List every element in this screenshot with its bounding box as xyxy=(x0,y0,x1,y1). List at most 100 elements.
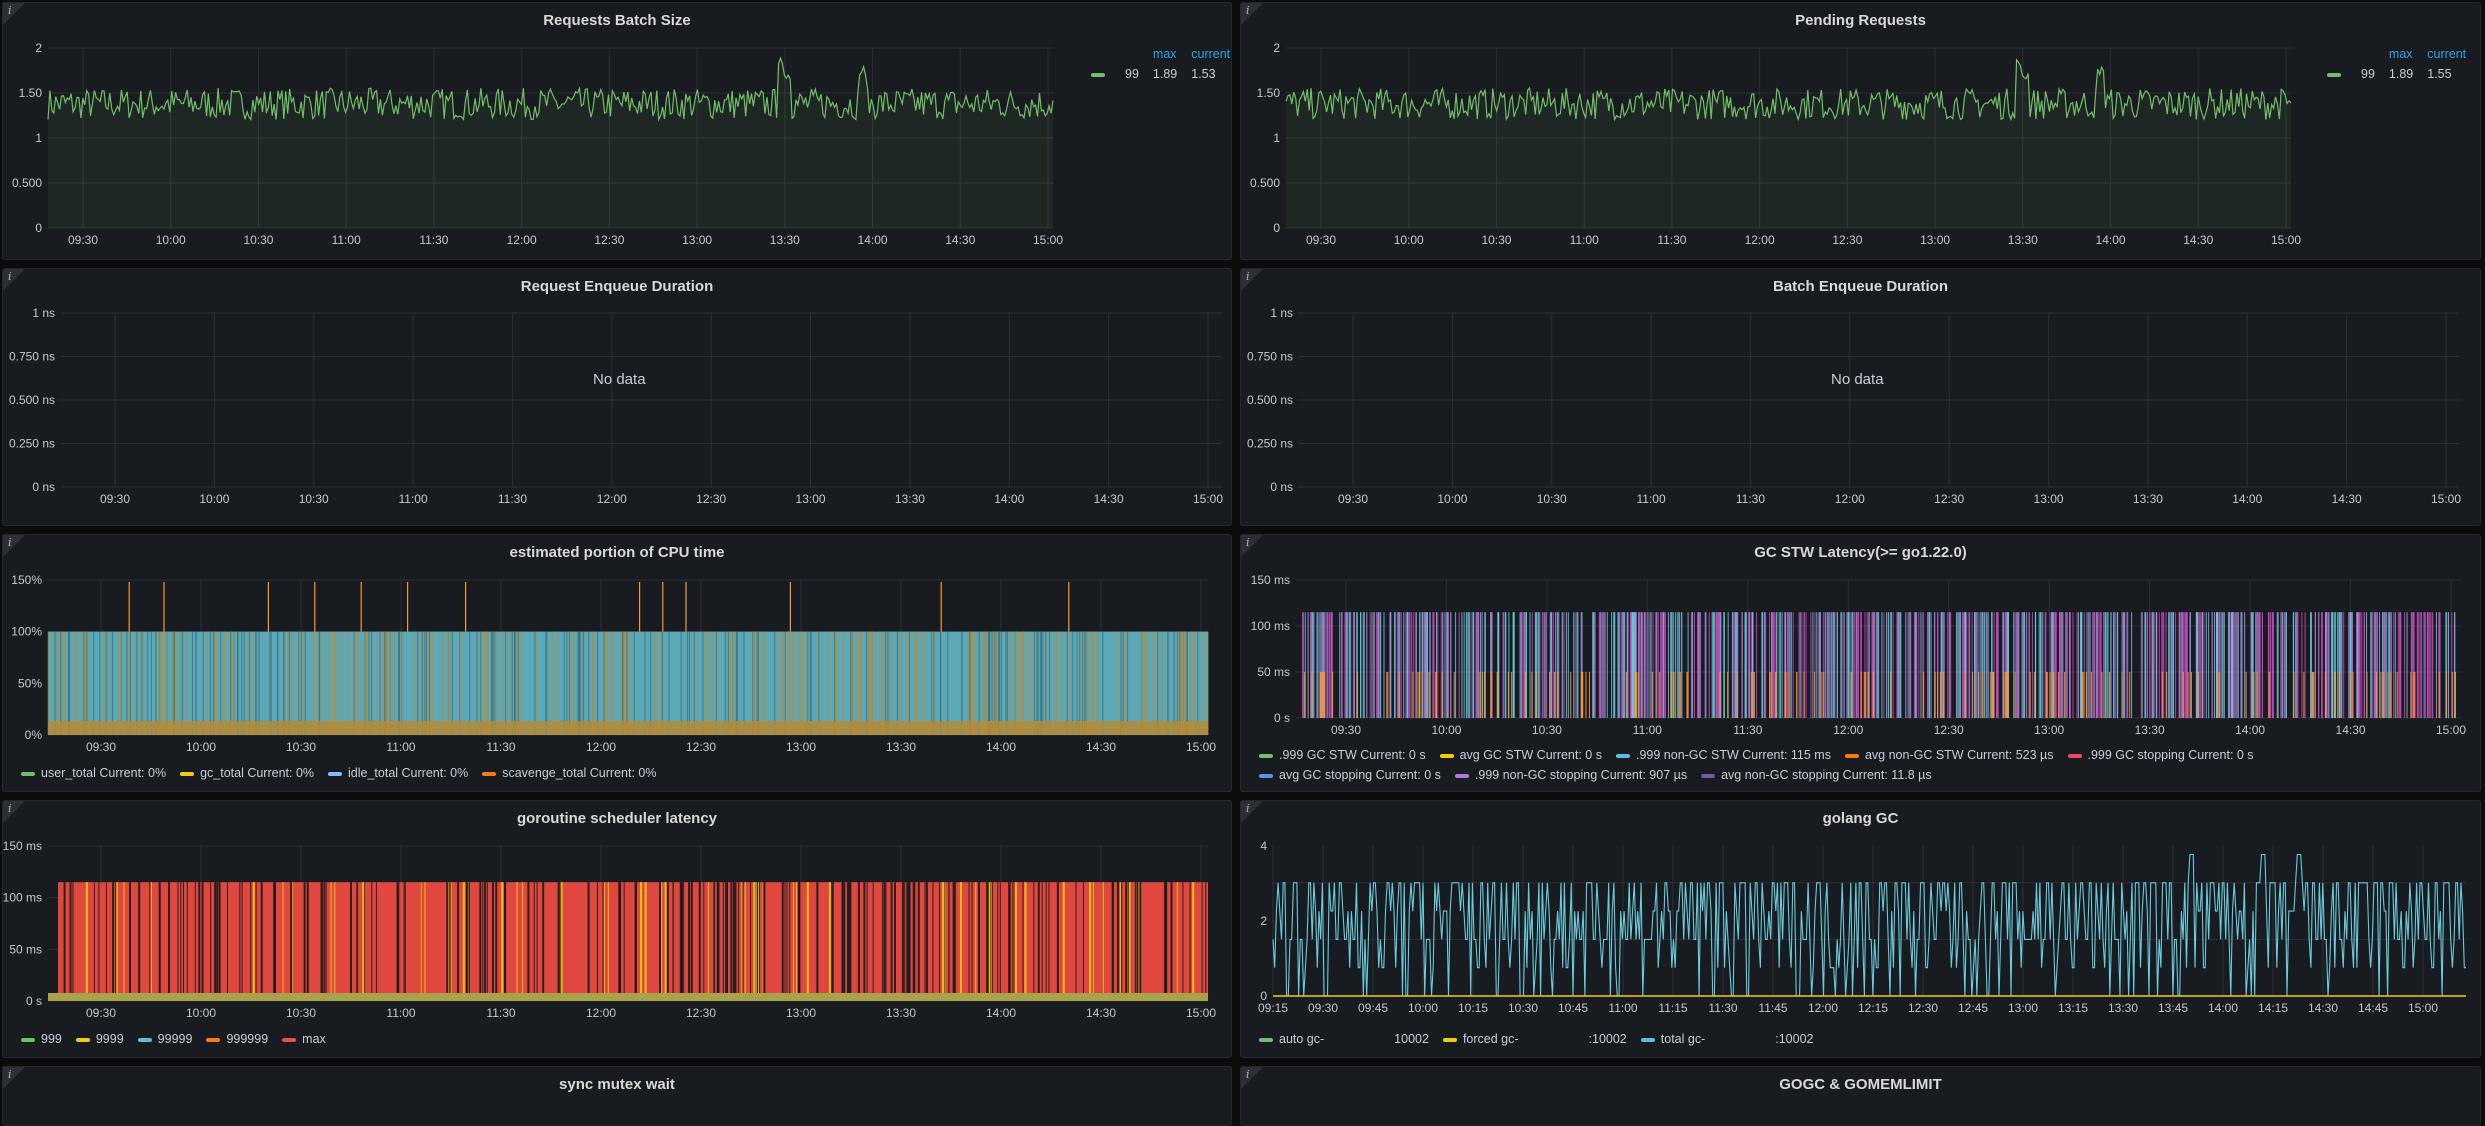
info-icon[interactable]: i xyxy=(1246,536,1250,549)
legend-row[interactable]: 99 1.89 1.53 xyxy=(1085,65,1231,83)
panel-request-enqueue-duration[interactable]: i Request Enqueue Duration 1 ns 0.750 ns 0… xyxy=(2,268,1232,526)
panel-gogc-gomemlimit[interactable]: i GOGC & GOMEMLIMIT xyxy=(1240,1066,2481,1126)
x-tick-label: 11:30 xyxy=(1733,723,1762,737)
x-tick-label: 11:00 xyxy=(1633,723,1662,737)
panel-title[interactable]: Batch Enqueue Duration xyxy=(1772,278,1948,295)
info-icon[interactable]: i xyxy=(1246,4,1250,17)
panel-title[interactable]: GOGC & GOMEMLIMIT xyxy=(1779,1076,1942,1093)
x-tick-label: 13:00 xyxy=(682,233,712,247)
panel-gc-stw-latency[interactable]: i GC STW Latency(>= go1.22.0) 150 ms 100 … xyxy=(1240,534,2481,792)
legend-item[interactable]: gc_total Current: 0% xyxy=(180,763,314,783)
x-tick-label: 13:30 xyxy=(2135,723,2165,737)
redacted-host xyxy=(1518,1033,1589,1046)
legend-item[interactable]: 999 xyxy=(21,1029,62,1049)
panel-info-corner[interactable] xyxy=(3,535,25,557)
x-tick-label: 09:30 xyxy=(86,1006,116,1020)
info-icon[interactable]: i xyxy=(1246,1068,1250,1081)
x-tick-label: 11:00 xyxy=(332,233,361,247)
x-tick-label: 12:45 xyxy=(1958,1001,1988,1015)
x-tick-label: 12:00 xyxy=(586,740,616,754)
legend-item[interactable]: .999 GC stopping Current: 0 s xyxy=(2067,745,2254,765)
panel-info-corner[interactable] xyxy=(3,269,25,291)
x-tick-label: 10:30 xyxy=(286,740,316,754)
x-tick-label: 11:30 xyxy=(486,740,515,754)
x-tick-label: 11:00 xyxy=(1570,233,1599,247)
x-tick-label: 13:00 xyxy=(2008,1001,2038,1015)
panel-title[interactable]: golang GC xyxy=(1822,810,1899,827)
x-tick-label: 14:00 xyxy=(2232,492,2262,506)
y-tick-label: 2 xyxy=(35,41,42,55)
info-icon[interactable]: i xyxy=(8,4,12,17)
y-tick-label: 50 ms xyxy=(9,942,42,956)
legend-swatch xyxy=(1454,773,1469,778)
legend-header-current[interactable]: current xyxy=(1191,47,1231,61)
legend-header-current[interactable]: current xyxy=(2427,47,2467,61)
x-tick-label: 10:00 xyxy=(1394,233,1424,247)
legend-item[interactable]: 99999 xyxy=(137,1029,193,1049)
x-tick-label: 12:00 xyxy=(1835,492,1865,506)
x-tick-label: 11:45 xyxy=(1758,1001,1787,1015)
panel-pending-requests[interactable]: i Pending Requests 2 1.50 1 0.500 0 09:30 10:0… xyxy=(1240,2,2481,260)
no-data-label: No data xyxy=(593,371,646,388)
panel-title[interactable]: sync mutex wait xyxy=(559,1076,675,1093)
legend-item[interactable]: avg GC stopping Current: 0 s xyxy=(1259,765,1441,785)
legend-header-max[interactable]: max xyxy=(1152,47,1177,61)
x-tick-label: 09:30 xyxy=(1306,233,1336,247)
legend-header-max[interactable]: max xyxy=(2388,47,2413,61)
legend-label: gc_total Current: 0% xyxy=(200,766,315,780)
legend-item[interactable]: avg GC STW Current: 0 s xyxy=(1439,745,1602,765)
panel-sync-mutex-wait[interactable]: i sync mutex wait xyxy=(2,1066,1232,1126)
panel-info-corner[interactable] xyxy=(3,801,25,823)
x-tick-label: 14:30 xyxy=(2183,233,2213,247)
info-icon[interactable]: i xyxy=(1246,270,1250,283)
panel-cpu-time[interactable]: i estimated portion of CPU time 150% 100%… xyxy=(2,534,1232,792)
legend-item[interactable]: auto gc- 10002 xyxy=(1259,1029,1429,1049)
legend-item[interactable]: 999999 xyxy=(206,1029,268,1049)
legend-item[interactable]: scavenge_total Current: 0% xyxy=(482,763,656,783)
legend-item[interactable]: 9999 xyxy=(75,1029,124,1049)
panel-goroutine-scheduler-latency[interactable]: i goroutine scheduler latency 150 ms 100 … xyxy=(2,800,1232,1058)
panel-title[interactable]: Pending Requests xyxy=(1795,12,1926,29)
legend-item[interactable]: .999 non-GC STW Current: 115 ms xyxy=(1615,745,1831,765)
x-tick-label: 12:00 xyxy=(597,492,627,506)
panel-requests-batch-size[interactable]: i Requests Batch Size 2 1.50 1 0.500 0 09:30 1… xyxy=(2,2,1232,260)
x-tick-label: 10:00 xyxy=(199,492,229,506)
info-icon[interactable]: i xyxy=(8,802,12,815)
panel-info-corner[interactable] xyxy=(3,3,25,25)
x-tick-label: 11:00 xyxy=(1608,1001,1637,1015)
info-icon[interactable]: i xyxy=(8,536,12,549)
panel-info-corner[interactable] xyxy=(1241,269,1263,291)
panel-title[interactable]: Request Enqueue Duration xyxy=(520,278,714,295)
total-gc-line xyxy=(1272,853,2466,997)
x-tick-label: 10:30 xyxy=(299,492,329,506)
panel-info-corner[interactable] xyxy=(3,1067,25,1089)
legend-item[interactable]: .999 GC STW Current: 0 s xyxy=(1259,745,1426,765)
legend-item[interactable]: avg non-GC STW Current: 523 µs xyxy=(1844,745,2054,765)
legend-item[interactable]: max xyxy=(282,1029,326,1049)
info-icon[interactable]: i xyxy=(8,270,12,283)
x-tick-label: 13:30 xyxy=(895,492,925,506)
idle-area xyxy=(48,631,1208,735)
legend-item[interactable]: forced gc-:10002 xyxy=(1442,1029,1627,1049)
panel-info-corner[interactable] xyxy=(1241,535,1263,557)
legend-row[interactable]: 99 1.89 1.55 xyxy=(2321,65,2472,83)
panel-info-corner[interactable] xyxy=(1241,801,1263,823)
y-tick-label: 4 xyxy=(1260,839,1267,853)
legend-item[interactable]: .999 non-GC stopping Current: 907 µs xyxy=(1454,765,1687,785)
legend-item[interactable]: user_total Current: 0% xyxy=(21,763,166,783)
panel-info-corner[interactable] xyxy=(1241,3,1263,25)
panel-golang-gc[interactable]: i golang GC 4 2 0 09:15 09:30 09:45 10:00 10:15… xyxy=(1240,800,2481,1058)
info-icon[interactable]: i xyxy=(8,1068,12,1081)
legend-item[interactable]: total gc-:10002 xyxy=(1640,1029,1813,1049)
panel-batch-enqueue-duration[interactable]: i Batch Enqueue Duration 1 ns 0.750 ns 0.5… xyxy=(1240,268,2481,526)
panel-info-corner[interactable] xyxy=(1241,1067,1263,1089)
panel-title[interactable]: goroutine scheduler latency xyxy=(516,810,718,827)
info-icon[interactable]: i xyxy=(1246,802,1250,815)
legend-item[interactable]: idle_total Current: 0% xyxy=(328,763,468,783)
legend-item[interactable]: avg non-GC stopping Current: 11.8 µs xyxy=(1701,765,1932,785)
batch-enqueue-graph: 1 ns 0.750 ns 0.500 ns 0.250 ns 0 ns 09:30 10:… xyxy=(1247,306,2461,506)
legend-label: 99999 xyxy=(157,1032,193,1046)
panel-title[interactable]: GC STW Latency(>= go1.22.0) xyxy=(1754,544,1967,561)
panel-title[interactable]: Requests Batch Size xyxy=(543,12,691,29)
panel-title[interactable]: estimated portion of CPU time xyxy=(509,544,725,561)
